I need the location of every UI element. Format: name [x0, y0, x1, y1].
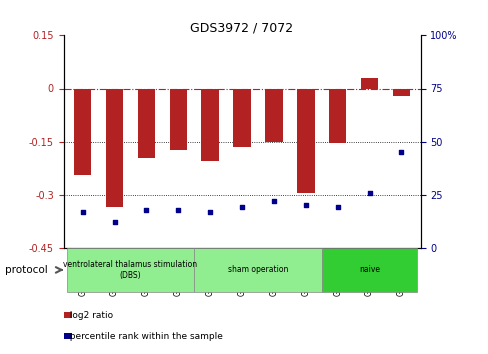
Bar	[63, 333, 72, 339]
Text: ventrolateral thalamus stimulation
(DBS): ventrolateral thalamus stimulation (DBS)	[63, 260, 197, 280]
Point	[397, 149, 405, 155]
Text: sham operation: sham operation	[227, 266, 287, 274]
Point	[301, 202, 309, 208]
Bar	[328, 88, 346, 143]
Bar	[392, 88, 409, 96]
Bar	[63, 312, 72, 318]
Bar	[169, 88, 187, 150]
Bar	[233, 88, 250, 147]
Bar	[264, 88, 282, 142]
Bar	[74, 88, 91, 175]
Title: GDS3972 / 7072: GDS3972 / 7072	[190, 21, 293, 34]
Bar	[321, 248, 416, 292]
Bar	[296, 88, 314, 193]
Bar	[67, 248, 194, 292]
Bar	[360, 78, 378, 88]
Text: percentile rank within the sample: percentile rank within the sample	[63, 332, 222, 341]
Bar	[194, 248, 321, 292]
Point	[238, 205, 245, 210]
Text: log2 ratio: log2 ratio	[63, 310, 112, 320]
Bar	[201, 88, 219, 161]
Point	[269, 198, 277, 204]
Point	[365, 190, 373, 195]
Point	[206, 209, 214, 215]
Point	[142, 207, 150, 212]
Point	[333, 205, 341, 210]
Bar	[138, 88, 155, 158]
Point	[110, 219, 118, 225]
Text: protocol: protocol	[5, 265, 47, 275]
Point	[79, 209, 86, 215]
Bar	[105, 88, 123, 207]
Text: naive: naive	[358, 266, 379, 274]
Point	[174, 207, 182, 212]
